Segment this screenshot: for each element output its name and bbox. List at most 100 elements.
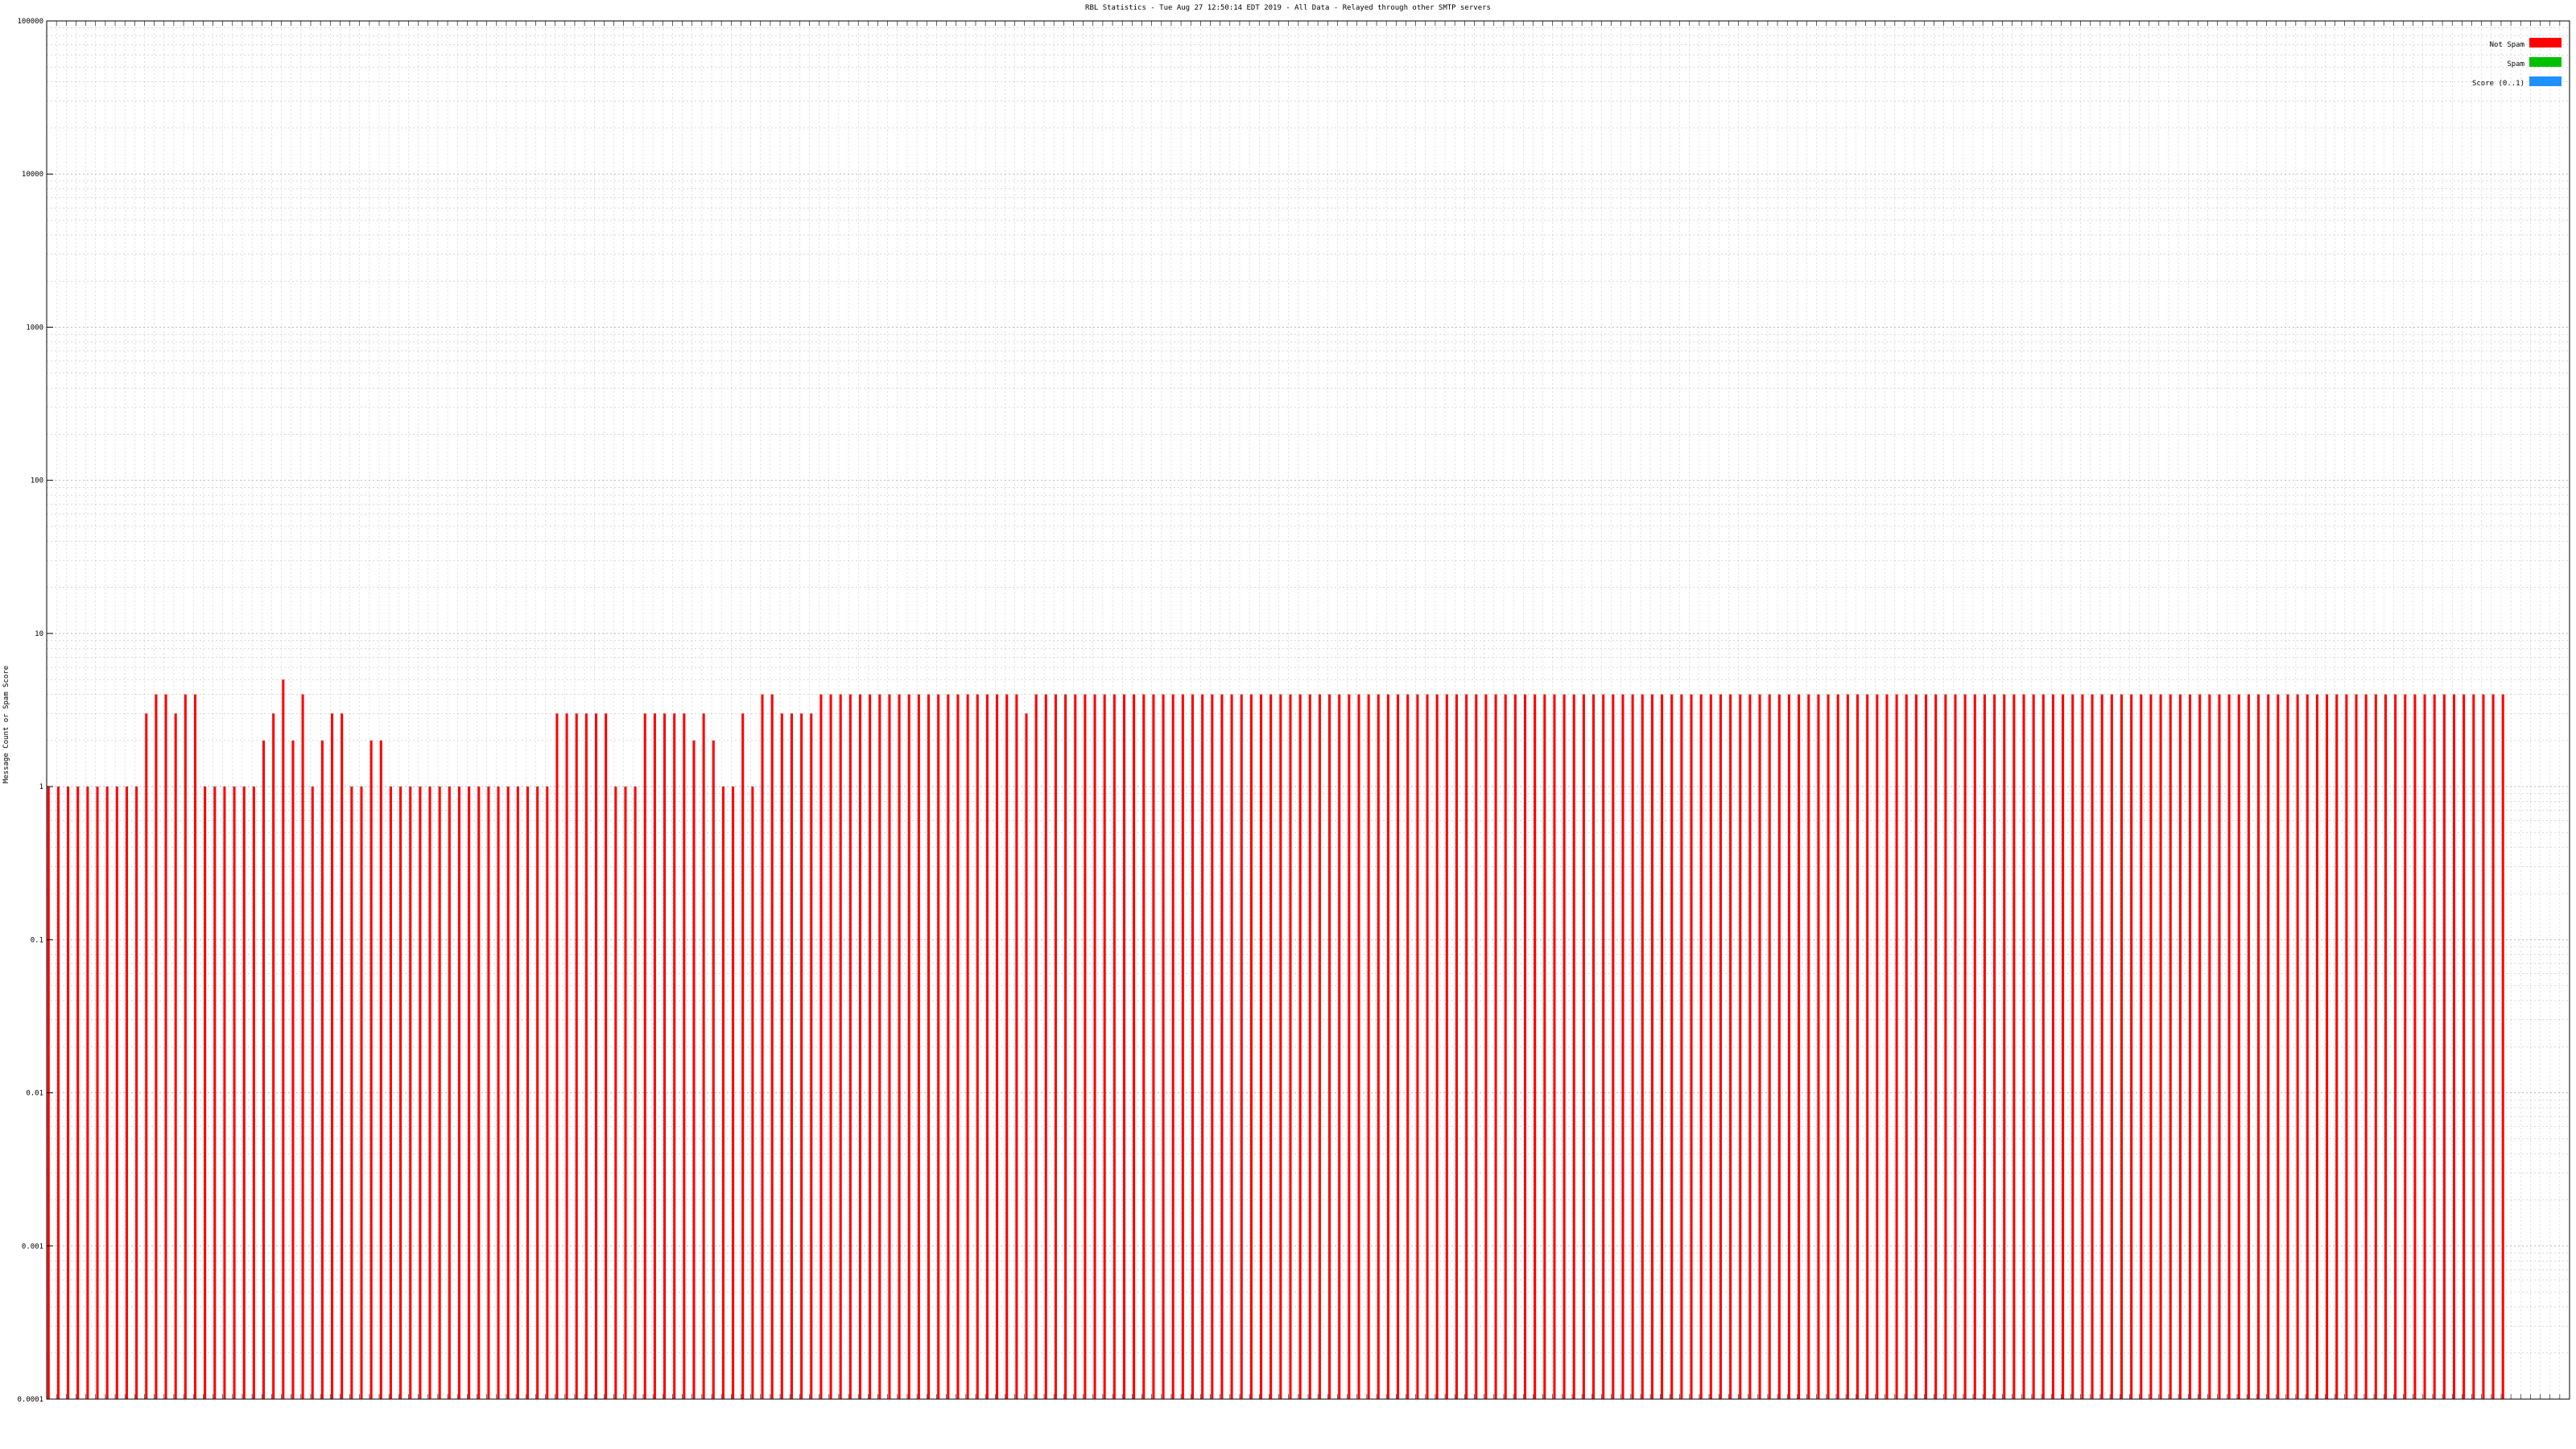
bar-not-spam bbox=[1944, 694, 1947, 1399]
bar-not-spam bbox=[721, 786, 724, 1399]
bar-not-spam bbox=[2267, 694, 2270, 1399]
bar-not-spam bbox=[477, 786, 481, 1399]
chart-title: RBL Statistics - Tue Aug 27 12:50:14 EDT… bbox=[1085, 4, 1491, 12]
bar-not-spam bbox=[1435, 694, 1439, 1399]
bar-not-spam bbox=[164, 694, 167, 1399]
bar-not-spam bbox=[1798, 694, 1801, 1399]
bar-not-spam bbox=[2257, 694, 2260, 1399]
bar-not-spam bbox=[1093, 694, 1096, 1399]
bar-not-spam bbox=[898, 694, 901, 1399]
bar-not-spam bbox=[653, 713, 656, 1399]
bar-not-spam bbox=[1357, 694, 1360, 1399]
bar-not-spam bbox=[2286, 694, 2289, 1399]
bar-not-spam bbox=[1005, 694, 1009, 1399]
bar-not-spam bbox=[1885, 694, 1889, 1399]
y-tick-label: 1 bbox=[39, 783, 43, 791]
bar-not-spam bbox=[917, 694, 920, 1399]
bar-not-spam bbox=[741, 713, 745, 1399]
bar-not-spam bbox=[1592, 694, 1596, 1399]
bar-not-spam bbox=[1416, 694, 1419, 1399]
bar-not-spam bbox=[2218, 694, 2221, 1399]
legend-score-swatch bbox=[2529, 76, 2562, 86]
bar-not-spam bbox=[331, 713, 334, 1399]
bar-not-spam bbox=[2404, 694, 2407, 1399]
bar-not-spam bbox=[1279, 694, 1282, 1399]
bar-not-spam bbox=[1748, 694, 1752, 1399]
bar-not-spam bbox=[1298, 694, 1302, 1399]
bar-not-spam bbox=[2149, 694, 2153, 1399]
bar-not-spam bbox=[2335, 694, 2339, 1399]
bar-not-spam bbox=[555, 713, 559, 1399]
bar-not-spam bbox=[428, 786, 431, 1399]
legend-score-label: Score (0..1) bbox=[2472, 80, 2524, 88]
bar-not-spam bbox=[1122, 694, 1125, 1399]
bar-not-spam bbox=[1269, 694, 1273, 1399]
bar-not-spam bbox=[1181, 694, 1184, 1399]
bar-not-spam bbox=[702, 713, 705, 1399]
bar-not-spam bbox=[1230, 694, 1233, 1399]
bar-not-spam bbox=[223, 786, 226, 1399]
bar-not-spam bbox=[2208, 694, 2211, 1399]
bar-not-spam bbox=[605, 713, 608, 1399]
bar-not-spam bbox=[1191, 694, 1195, 1399]
bar-not-spam bbox=[1025, 713, 1028, 1399]
bar-not-spam bbox=[213, 786, 217, 1399]
bar-not-spam bbox=[1426, 694, 1429, 1399]
bar-not-spam bbox=[155, 694, 158, 1399]
bar-not-spam bbox=[624, 786, 627, 1399]
bar-not-spam bbox=[1103, 694, 1106, 1399]
bar-not-spam bbox=[350, 786, 353, 1399]
bar-not-spam bbox=[2081, 694, 2084, 1399]
legend-spam-label: Spam bbox=[2507, 60, 2524, 68]
bar-not-spam bbox=[761, 694, 764, 1399]
bar-not-spam bbox=[643, 713, 646, 1399]
bar-not-spam bbox=[2013, 694, 2016, 1399]
bar-not-spam bbox=[2326, 694, 2329, 1399]
bar-not-spam bbox=[1054, 694, 1057, 1399]
bar-not-spam bbox=[1699, 694, 1703, 1399]
bar-not-spam bbox=[193, 694, 197, 1399]
bar-not-spam bbox=[2091, 694, 2094, 1399]
bar-not-spam bbox=[2306, 694, 2309, 1399]
bar-not-spam bbox=[1621, 694, 1624, 1399]
y-tick-label: 10 bbox=[35, 630, 43, 638]
bar-not-spam bbox=[282, 679, 285, 1399]
bar-not-spam bbox=[1866, 694, 1869, 1399]
bar-not-spam bbox=[291, 740, 295, 1399]
bar-not-spam bbox=[1934, 694, 1938, 1399]
bar-not-spam bbox=[125, 786, 128, 1399]
bar-not-spam bbox=[966, 694, 969, 1399]
bar-not-spam bbox=[848, 694, 852, 1399]
bar-not-spam bbox=[2110, 694, 2113, 1399]
bar-not-spam bbox=[1983, 694, 1986, 1399]
bar-not-spam bbox=[1504, 694, 1507, 1399]
y-tick-label: 10000 bbox=[22, 171, 43, 179]
bar-not-spam bbox=[379, 740, 382, 1399]
bar-not-spam bbox=[2100, 694, 2103, 1399]
bar-not-spam bbox=[2140, 694, 2143, 1399]
bar-not-spam bbox=[2501, 694, 2504, 1399]
bar-not-spam bbox=[272, 713, 275, 1399]
bar-not-spam bbox=[751, 786, 754, 1399]
bar-not-spam bbox=[1807, 694, 1810, 1399]
bar-not-spam bbox=[2482, 694, 2485, 1399]
bar-not-spam bbox=[2178, 694, 2182, 1399]
bar-not-spam bbox=[2247, 694, 2250, 1399]
y-tick-label: 0.001 bbox=[22, 1243, 43, 1251]
bar-not-spam bbox=[2355, 694, 2358, 1399]
bar-not-spam bbox=[468, 786, 471, 1399]
bar-not-spam bbox=[2364, 694, 2368, 1399]
bar-not-spam bbox=[1220, 694, 1224, 1399]
bar-not-spam bbox=[2198, 694, 2202, 1399]
bar-not-spam bbox=[389, 786, 392, 1399]
bar-not-spam bbox=[712, 740, 715, 1399]
bar-not-spam bbox=[2462, 694, 2466, 1399]
bar-not-spam bbox=[692, 740, 696, 1399]
bar-not-spam bbox=[2423, 694, 2426, 1399]
bar-not-spam bbox=[1768, 694, 1771, 1399]
bar-not-spam bbox=[2169, 694, 2172, 1399]
bar-not-spam bbox=[1308, 694, 1311, 1399]
bar-not-spam bbox=[869, 694, 872, 1399]
plot-axes: 0.0001 0.001 0.01 0.1 1 10 100 1000 10000 100000 bbox=[17, 18, 2570, 1404]
